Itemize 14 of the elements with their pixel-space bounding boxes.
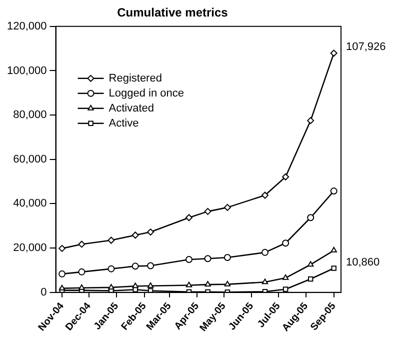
annotation: 107,926 — [346, 41, 386, 54]
y-tick-label: 60,000 — [13, 153, 47, 166]
legend-label: Activated — [108, 102, 154, 114]
y-tick-label: 40,000 — [13, 198, 47, 210]
legend-label: Registered — [108, 72, 162, 84]
legend-label: Logged in once — [108, 87, 184, 100]
y-tick-label: 80,000 — [13, 109, 47, 122]
y-tick-label: 20,000 — [13, 242, 47, 254]
annotation: 10,860 — [346, 256, 380, 268]
y-tick-label: 0 — [40, 286, 47, 298]
legend-label: Active — [108, 117, 139, 130]
y-tick-label: 120,000 — [6, 20, 47, 32]
chart-title: Cumulative metrics — [117, 6, 228, 20]
y-tick-label: 100,000 — [6, 64, 47, 77]
